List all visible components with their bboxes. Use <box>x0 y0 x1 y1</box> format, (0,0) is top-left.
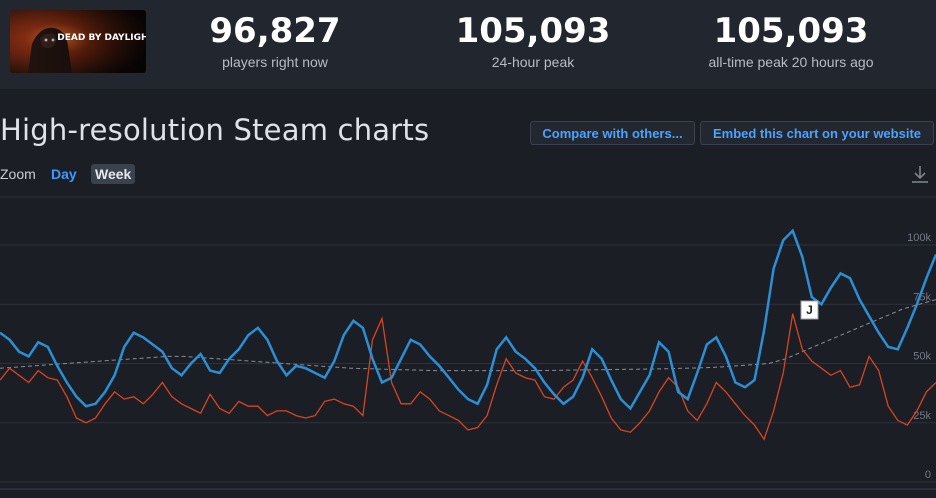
chart-series-average-line <box>0 299 936 372</box>
zoom-label: Zoom <box>0 166 36 182</box>
chart-series-twitch-line <box>0 313 936 441</box>
stat-all-time-peak: 105,093 all-time peak 20 hours ago <box>690 10 892 70</box>
chart-series-players-line <box>0 228 936 411</box>
player-count-chart[interactable]: 100k 75k 50k 25k 0 J <box>0 193 936 493</box>
y-tick-label: 0 <box>925 469 931 481</box>
embed-chart-button[interactable]: Embed this chart on your website <box>700 121 934 145</box>
stat-current-players: 96,827 players right now <box>200 10 350 70</box>
chart-gridlines <box>0 196 936 483</box>
annotation-flag[interactable]: J <box>800 300 819 320</box>
game-banner-art: DEAD BY DAYLIGHT <box>10 10 146 73</box>
peak-24h-value: 105,093 <box>455 11 611 51</box>
all-time-peak-label: all-time peak 20 hours ago <box>708 54 874 70</box>
chart-annotations: J <box>800 300 819 320</box>
current-players-label: players right now <box>222 54 328 70</box>
game-banner-image[interactable]: DEAD BY DAYLIGHT <box>10 10 146 73</box>
peak-24h-label: 24-hour peak <box>491 54 575 70</box>
zoom-week-button[interactable]: Week <box>91 164 136 184</box>
y-tick-label: 25k <box>913 410 931 422</box>
compare-button[interactable]: Compare with others... <box>530 121 695 145</box>
banner-title-text: DEAD BY DAYLIGHT <box>57 33 146 43</box>
section-title: High-resolution Steam charts <box>0 113 430 147</box>
stat-24h-peak: 105,093 24-hour peak <box>448 10 618 70</box>
current-players-value: 96,827 <box>209 11 341 51</box>
annotation-flag-label: J <box>806 303 813 317</box>
y-tick-label: 100k <box>907 232 931 244</box>
stats-header: DEAD BY DAYLIGHT 96,827 players right no… <box>0 0 936 89</box>
zoom-day-button[interactable]: Day <box>51 166 77 182</box>
all-time-peak-value: 105,093 <box>713 11 869 51</box>
download-icon[interactable] <box>909 163 931 185</box>
y-tick-label: 50k <box>913 351 931 363</box>
